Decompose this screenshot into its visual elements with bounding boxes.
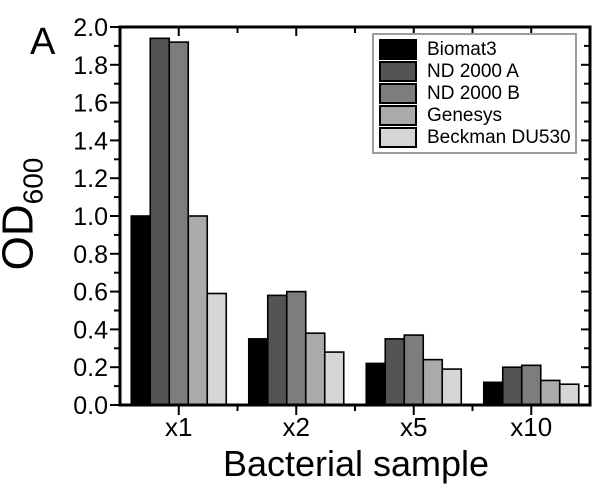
legend-item-genesys: Genesys	[379, 105, 571, 127]
legend-item-nd-2000-b: ND 2000 B	[379, 82, 571, 104]
legend-item-biomat3: Biomat3	[379, 38, 571, 60]
bar-x1-genesys	[187, 215, 209, 406]
legend-swatch	[379, 127, 417, 149]
bar-x10-beckman-du530	[558, 383, 580, 406]
legend-label: Beckman DU530	[427, 127, 571, 149]
bar-x1-nd-2000-b	[168, 41, 190, 406]
y-axis-label-text: OD	[0, 204, 43, 271]
y-tick-label: 1.2	[73, 165, 108, 193]
y-tick-label: 1.4	[73, 127, 108, 155]
bar-x5-nd-2000-a	[384, 338, 406, 406]
legend-swatch	[379, 105, 417, 127]
bar-x5-biomat3	[365, 362, 387, 406]
x-axis-label: Bacterial sample	[222, 443, 490, 484]
y-tick-label: 0.4	[73, 316, 108, 344]
y-tick-label: 1.8	[73, 52, 108, 80]
bar-x2-genesys	[304, 332, 326, 406]
bar-x10-genesys	[539, 379, 561, 406]
legend-item-beckman-du530: Beckman DU530	[379, 127, 571, 149]
y-tick-label: 0.2	[73, 354, 108, 382]
bar-x2-nd-2000-b	[285, 290, 307, 406]
panel-label: A	[30, 21, 56, 63]
bar-x1-beckman-du530	[206, 292, 228, 406]
bar-x1-biomat3	[130, 215, 152, 406]
y-tick-label: 0.6	[73, 279, 108, 307]
bar-x5-beckman-du530	[441, 368, 463, 406]
legend-swatch	[379, 60, 417, 82]
bar-x10-nd-2000-b	[520, 364, 542, 406]
legend-label: Biomat3	[427, 38, 497, 60]
bar-x2-biomat3	[247, 338, 269, 406]
x-tick-label: x2	[283, 412, 310, 442]
y-axis-label-subscript: 600	[17, 157, 49, 205]
x-tick-label: x1	[165, 412, 192, 442]
bar-x10-biomat3	[482, 381, 504, 406]
y-tick-label: 1.6	[73, 90, 108, 118]
legend-swatch	[379, 38, 417, 60]
bar-x10-nd-2000-a	[501, 366, 523, 406]
y-tick-label: 1.0	[73, 203, 108, 231]
legend-swatch	[379, 82, 417, 104]
legend: Biomat3 ND 2000 A ND 2000 B Genesys Beckman …	[372, 33, 577, 154]
bar-x1-nd-2000-a	[149, 37, 171, 406]
x-tick-label: x5	[400, 412, 427, 442]
bar-x5-genesys	[422, 358, 444, 406]
legend-item-nd-2000-a: ND 2000 A	[379, 60, 571, 82]
y-tick-label: 0.8	[73, 241, 108, 269]
legend-label: ND 2000 B	[427, 82, 520, 104]
y-axis-label: OD600	[0, 157, 49, 271]
legend-label: Genesys	[427, 105, 502, 127]
x-tick-label: x10	[510, 412, 552, 442]
y-tick-label: 0.0	[73, 392, 108, 420]
bar-x2-nd-2000-a	[266, 294, 288, 406]
legend-label: ND 2000 A	[427, 60, 519, 82]
bar-x5-nd-2000-b	[403, 334, 425, 406]
y-tick-label: 2.0	[73, 14, 108, 42]
bar-x2-beckman-du530	[323, 351, 345, 406]
